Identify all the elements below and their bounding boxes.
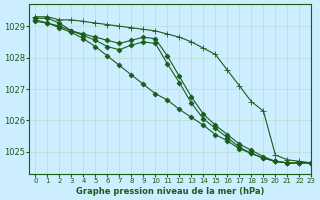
X-axis label: Graphe pression niveau de la mer (hPa): Graphe pression niveau de la mer (hPa) [76, 187, 265, 196]
